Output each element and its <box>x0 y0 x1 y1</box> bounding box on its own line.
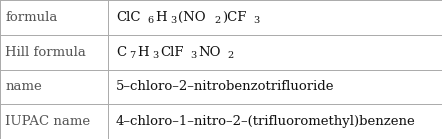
Text: 7: 7 <box>129 51 135 60</box>
Text: )CF: )CF <box>222 11 247 24</box>
Text: H: H <box>137 46 149 59</box>
Text: formula: formula <box>5 11 57 24</box>
Text: NO: NO <box>198 46 221 59</box>
Text: 3: 3 <box>254 16 260 25</box>
Text: Hill formula: Hill formula <box>5 46 86 59</box>
Text: 5–chloro–2–nitrobenzotrifluoride: 5–chloro–2–nitrobenzotrifluoride <box>116 80 334 93</box>
Text: 3: 3 <box>152 51 158 60</box>
Text: 2: 2 <box>214 16 220 25</box>
Text: IUPAC name: IUPAC name <box>5 115 91 128</box>
Text: name: name <box>5 80 42 93</box>
Text: H: H <box>155 11 167 24</box>
Text: 2: 2 <box>228 51 234 60</box>
Text: 6: 6 <box>148 16 153 25</box>
Text: (NO: (NO <box>179 11 206 24</box>
Text: C: C <box>116 46 126 59</box>
Text: ClF: ClF <box>160 46 183 59</box>
Text: 3: 3 <box>191 51 197 60</box>
Text: ClC: ClC <box>116 11 140 24</box>
Text: 4–chloro–1–nitro–2–(trifluoromethyl)benzene: 4–chloro–1–nitro–2–(trifluoromethyl)benz… <box>116 115 415 128</box>
Text: 3: 3 <box>170 16 176 25</box>
